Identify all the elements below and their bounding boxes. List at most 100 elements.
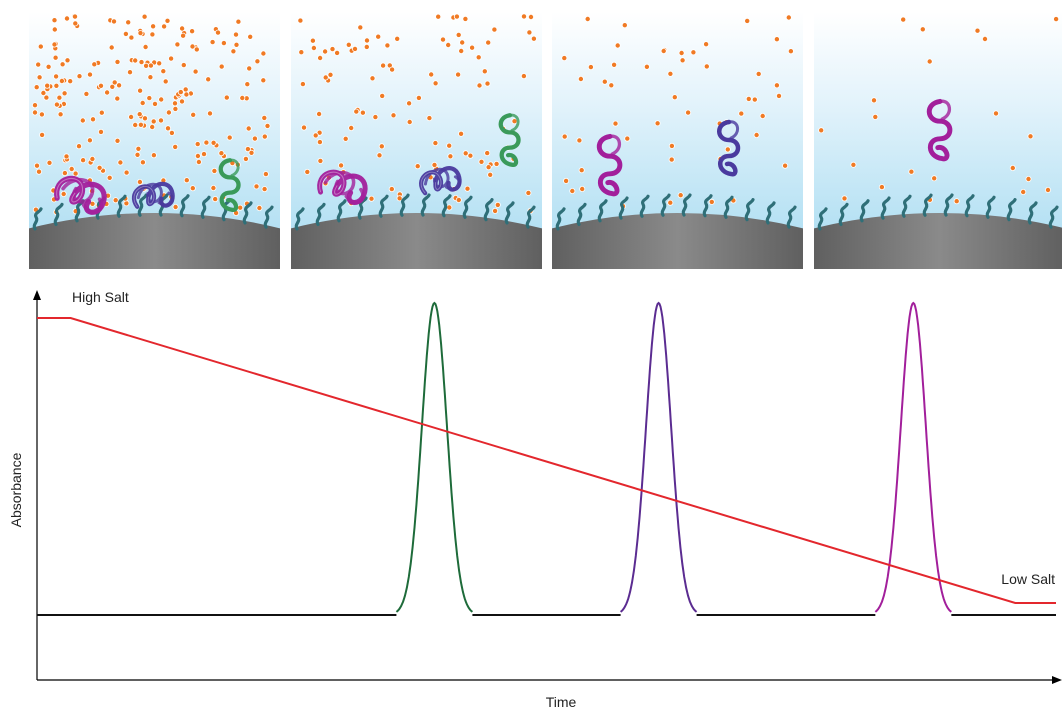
salt-ion [660, 48, 667, 55]
salt-ion [481, 68, 488, 75]
salt-ion [203, 139, 210, 146]
salt-ion [223, 94, 230, 101]
salt-ion [232, 31, 239, 38]
salt-ion [143, 62, 150, 69]
salt-ion [493, 160, 500, 167]
salt-ion [455, 31, 462, 38]
ligand [200, 195, 211, 219]
salt-ion [205, 76, 212, 83]
salt-ion [251, 135, 258, 142]
salt-ion [72, 20, 79, 27]
salt-ion [561, 55, 568, 62]
salt-ion [621, 22, 628, 29]
salt-ion [753, 131, 760, 138]
salt-ion [122, 30, 129, 37]
salt-ion [86, 137, 93, 144]
salt-gradient-line [37, 317, 1056, 604]
salt-ion [150, 118, 157, 125]
salt-ion [36, 168, 43, 175]
salt-ion [317, 55, 324, 62]
ligand [32, 207, 43, 231]
salt-ion [233, 41, 240, 48]
salt-ion [759, 113, 766, 120]
salt-ion [584, 15, 591, 22]
salt-ion [322, 48, 329, 55]
salt-ion [80, 157, 87, 164]
ligand [378, 194, 389, 218]
ligand [660, 193, 671, 217]
salt-ion [139, 100, 146, 107]
salt-ion [189, 43, 196, 50]
salt-ion [462, 150, 469, 157]
salt-ion [79, 117, 86, 124]
salt-ion [164, 17, 171, 24]
salt-ion [310, 45, 317, 52]
salt-ion [193, 46, 200, 53]
salt-ion [1045, 186, 1052, 193]
ligand [525, 205, 536, 229]
salt-ion [587, 64, 594, 71]
salt-ion [211, 167, 218, 174]
elution-peak [874, 301, 952, 613]
elution-peak [619, 301, 698, 613]
ligand [880, 196, 891, 220]
salt-ion [982, 36, 989, 43]
salt-ion [61, 170, 68, 177]
salt-ion [773, 82, 780, 89]
salt-ion [475, 54, 482, 61]
ligand [1027, 201, 1038, 225]
salt-ion [406, 100, 413, 107]
salt-ion [351, 45, 358, 52]
salt-ion [872, 113, 879, 120]
ligand [242, 201, 253, 225]
salt-ion [89, 155, 96, 162]
ligand [901, 194, 912, 218]
salt-ion [63, 153, 70, 160]
salt-ion [209, 39, 216, 46]
ligand [723, 195, 734, 219]
salt-ion [312, 132, 319, 139]
salt-ion [520, 73, 527, 80]
salt-ion [478, 158, 485, 165]
salt-ion [528, 13, 535, 20]
salt-ion [90, 116, 97, 123]
salt-ion [146, 95, 153, 102]
salt-ion [484, 80, 491, 87]
salt-ion [183, 177, 190, 184]
salt-ion [577, 76, 584, 83]
salt-ion [53, 82, 60, 89]
salt-ion [447, 153, 454, 160]
salt-ion [415, 94, 422, 101]
salt-ion [182, 86, 189, 93]
salt-ion [247, 33, 254, 40]
salt-ion [56, 94, 63, 101]
low-salt-label: Low Salt [1001, 571, 1055, 587]
salt-ion [40, 90, 47, 97]
salt-ion [189, 185, 196, 192]
salt-ion [467, 152, 474, 159]
salt-ion [158, 96, 165, 103]
salt-ion [316, 111, 323, 118]
salt-ion [34, 162, 41, 169]
salt-ion [919, 26, 926, 33]
ligand [462, 195, 473, 219]
salt-ion [776, 92, 783, 99]
salt-ion [953, 198, 960, 205]
ligand [504, 201, 515, 225]
salt-ion [114, 95, 121, 102]
salt-ion [745, 95, 752, 102]
panels-row [29, 12, 1062, 269]
salt-ion [787, 48, 794, 55]
salt-ion [485, 39, 492, 46]
ligand [315, 202, 326, 227]
panel-2 [291, 12, 542, 269]
salt-ion [248, 149, 255, 156]
ligand [399, 193, 410, 217]
ligand [441, 194, 452, 218]
salt-ion [53, 73, 60, 80]
salt-ion [168, 129, 175, 136]
salt-ion [260, 50, 267, 57]
salt-ion [1053, 16, 1060, 23]
salt-ion [439, 36, 446, 43]
